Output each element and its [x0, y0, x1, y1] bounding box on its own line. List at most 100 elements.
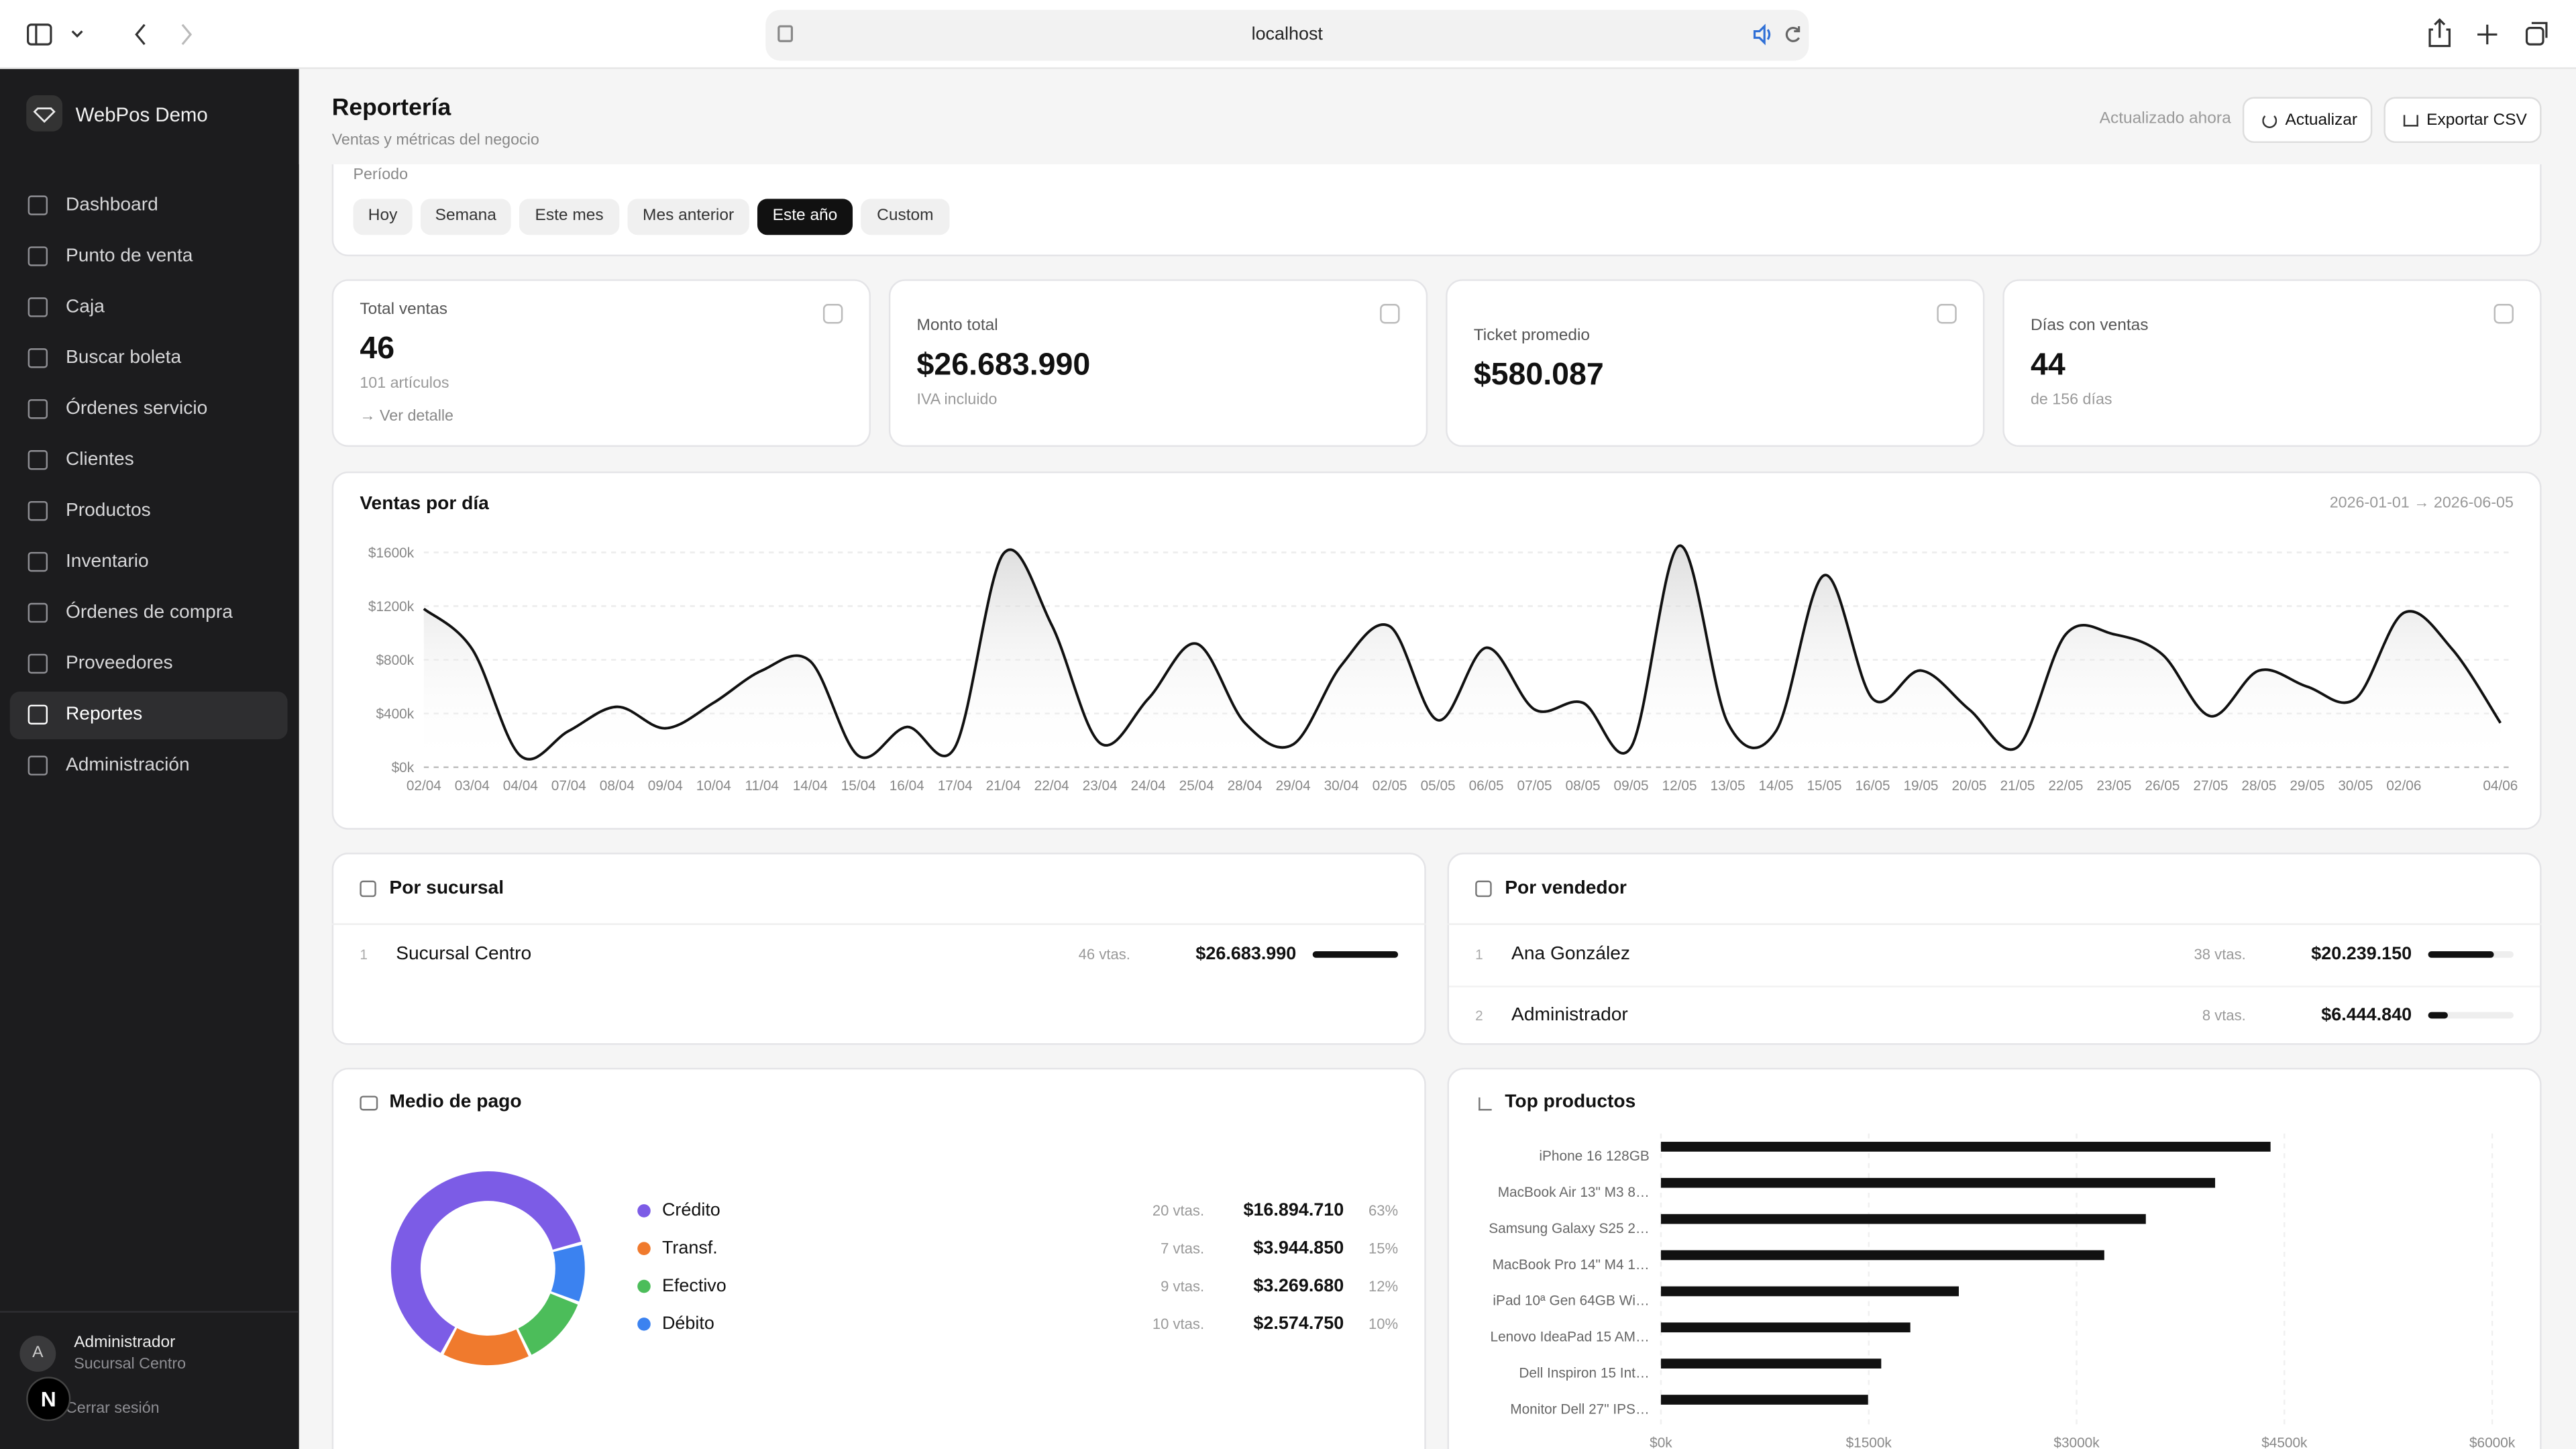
- nav-item[interactable]: Reportes: [65, 704, 143, 725]
- period-option[interactable]: Este mes: [519, 199, 620, 235]
- icon: [2531, 21, 2548, 38]
- share-bar: [2428, 951, 2493, 958]
- kpi-card[interactable]: Total ventas 46 101 artículos → Ver detalle: [331, 279, 871, 447]
- x-tick-label: 03/04: [455, 778, 490, 794]
- kpi-value: 44: [2030, 348, 2065, 383]
- nav-item[interactable]: Dashboard: [65, 195, 158, 215]
- kpi-value: $26.683.990: [916, 348, 1091, 383]
- divider: [1447, 923, 2542, 925]
- period-option-label: Hoy: [368, 207, 398, 225]
- kpi-label: Monto total: [916, 317, 998, 335]
- logo: [26, 95, 63, 131]
- nav-item[interactable]: Órdenes servicio: [65, 399, 208, 419]
- bar: [1660, 1214, 2146, 1224]
- nav-active: [9, 692, 288, 740]
- donut-slice: [517, 1293, 578, 1355]
- x-tick-label: 21/05: [2000, 778, 2035, 794]
- audio[interactable]: [1753, 23, 1771, 46]
- export-button[interactable]: Exportar CSV: [2383, 97, 2542, 144]
- rank: 1: [1475, 946, 1483, 963]
- nav-item[interactable]: Administración: [65, 755, 190, 775]
- bar: [1660, 1142, 2271, 1152]
- page-subtitle: Ventas y métricas del negocio: [331, 131, 539, 150]
- bar-label: iPhone 16 128GB: [1539, 1147, 1650, 1165]
- legend-dot: [637, 1242, 651, 1256]
- nav-item[interactable]: Caja: [65, 297, 105, 317]
- x-tick-label: 26/05: [2145, 778, 2180, 794]
- legend-share: 15%: [1368, 1240, 1399, 1257]
- x-tick-label: 05/05: [1421, 778, 1456, 794]
- period-option[interactable]: Este año: [757, 199, 853, 235]
- sidebar: WebPos Demo A Administrador Sucursal Cen…: [0, 68, 299, 1449]
- bar-label: Lenovo IdeaPad 15 AM…: [1490, 1328, 1650, 1345]
- x-tick-label: $4500k: [2261, 1436, 2308, 1449]
- period-option[interactable]: Semana: [420, 199, 511, 235]
- nav-item[interactable]: Buscar boleta: [65, 348, 182, 368]
- nav-icon: [28, 551, 48, 572]
- chart-title: Ventas por día: [360, 494, 489, 515]
- nav-item[interactable]: Punto de venta: [65, 246, 193, 266]
- x-tick-label: 02/05: [1373, 778, 1407, 794]
- period-option[interactable]: Custom: [861, 199, 950, 235]
- share-track: [2428, 1012, 2514, 1019]
- nav-icon: [28, 399, 48, 419]
- bar-label: Dell Inspiron 15 Int…: [1519, 1364, 1650, 1381]
- x-tick-label: $6000k: [2469, 1436, 2516, 1449]
- new-tab[interactable]: [2477, 24, 2498, 45]
- share[interactable]: [2428, 18, 2451, 48]
- card-icon: [1479, 1097, 1492, 1111]
- tabs[interactable]: [2525, 27, 2544, 46]
- url: localhost: [1251, 24, 1323, 45]
- logo-icon: [33, 107, 56, 123]
- kpi-icon: [2493, 304, 2514, 324]
- legend-dot: [637, 1318, 651, 1331]
- nav-item[interactable]: Clientes: [65, 450, 134, 470]
- chevron[interactable]: [71, 30, 83, 38]
- kpi-label: Ticket promedio: [1473, 326, 1591, 345]
- x-tick-label: 09/04: [648, 778, 683, 794]
- x-tick-label: $1500k: [1846, 1436, 1892, 1449]
- nav-icon: [28, 246, 48, 266]
- period-option[interactable]: Hoy: [353, 199, 413, 235]
- period-label: Período: [353, 166, 409, 184]
- period-option-label: Este año: [772, 207, 838, 225]
- share-bar: [1312, 951, 1399, 958]
- bar: [1660, 1286, 1959, 1297]
- brand: WebPos Demo: [75, 103, 208, 127]
- nav-icon: [28, 348, 48, 368]
- refresh-label: Actualizar: [2285, 111, 2358, 130]
- nav-item[interactable]: Productos: [65, 500, 151, 521]
- by_seller-card: [1447, 853, 2542, 1045]
- nav-item[interactable]: Órdenes de compra: [65, 602, 233, 623]
- legend-count: 20 vtas.: [1152, 1202, 1205, 1220]
- nav-item[interactable]: Inventario: [65, 551, 149, 572]
- y-tick-label: $1600k: [368, 545, 415, 561]
- rank: 2: [1475, 1007, 1483, 1024]
- nav-item[interactable]: Proveedores: [65, 653, 173, 674]
- row-name: Sucursal Centro: [396, 945, 532, 965]
- address-bar[interactable]: [765, 9, 1809, 61]
- kpi-card: Ticket promedio $580.087: [1446, 279, 1985, 447]
- card-icon: [1475, 880, 1492, 898]
- period-option[interactable]: Mes anterior: [627, 199, 749, 235]
- refresh-button[interactable]: Actualizar: [2242, 97, 2373, 144]
- logout[interactable]: Cerrar sesión: [65, 1399, 160, 1418]
- x-tick-label: 28/05: [2241, 778, 2276, 794]
- nav-icon: [28, 195, 48, 215]
- nav-icon: [28, 450, 48, 470]
- dev-badge[interactable]: [26, 1377, 71, 1421]
- updated: Actualizado ahora: [2099, 110, 2231, 129]
- row-amount: $26.683.990: [1195, 945, 1297, 965]
- legend-count: 10 vtas.: [1152, 1316, 1205, 1333]
- forward[interactable]: [181, 23, 193, 46]
- bar: [1660, 1322, 1911, 1333]
- divider: [0, 1311, 299, 1313]
- x-tick-label: 04/04: [503, 778, 538, 794]
- reload[interactable]: [1785, 26, 1801, 42]
- back[interactable]: [135, 23, 146, 46]
- x-tick-label: 21/04: [986, 778, 1021, 794]
- legend-share: 63%: [1368, 1202, 1399, 1220]
- sidebar-toggle[interactable]: [27, 23, 52, 46]
- period-option-label: Este mes: [535, 207, 604, 225]
